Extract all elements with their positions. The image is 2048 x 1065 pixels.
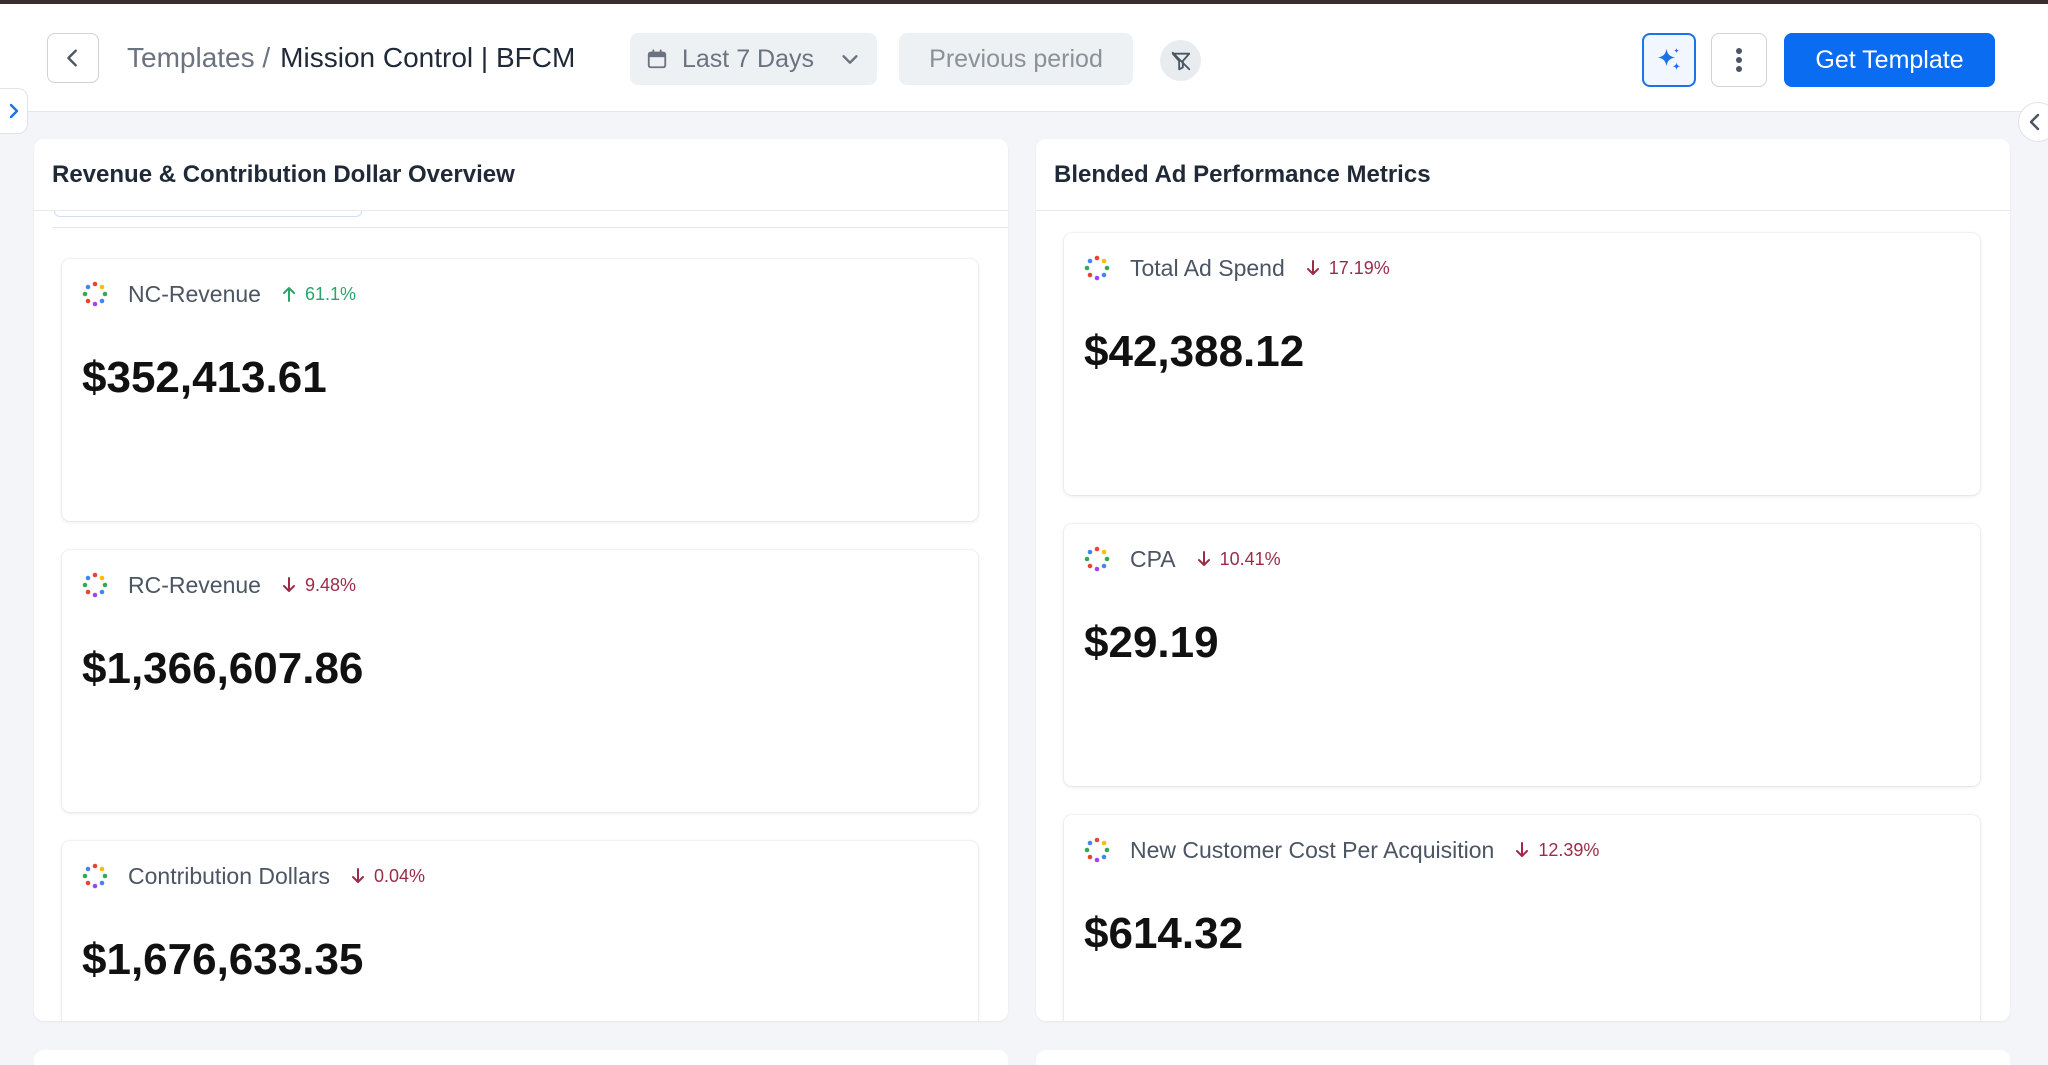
metric-label: RC-Revenue [128, 571, 261, 598]
metric-header: Total Ad Spend 17.19% [1084, 253, 1980, 283]
divider [52, 227, 1008, 228]
window-top-strip [0, 0, 2048, 4]
metric-delta-value: 61.1% [304, 283, 356, 304]
page-title: Mission Control | BFCM [280, 42, 576, 73]
next-panel-left-edge [34, 1050, 1008, 1065]
metric-delta: 9.48% [281, 575, 356, 596]
metric-delta-value: 10.41% [1219, 548, 1281, 569]
revenue-contribution-panel: Revenue & Contribution Dollar Overview N… [34, 139, 1008, 1021]
breadcrumb: Templates / Mission Control | BFCM [127, 42, 575, 74]
metric-label: Total Ad Spend [1130, 254, 1285, 281]
ai-assistant-button[interactable] [1642, 33, 1696, 87]
date-range-dropdown[interactable]: Last 7 Days [630, 33, 877, 85]
metric-card-total-ad-spend[interactable]: Total Ad Spend 17.19% $42,388.12 [1064, 233, 1980, 495]
metric-label: Contribution Dollars [128, 862, 330, 889]
metric-delta: 17.19% [1305, 258, 1390, 279]
metric-delta-value: 0.04% [373, 865, 426, 886]
loading-spinner-icon [82, 281, 108, 307]
metric-card-contribution-dollars[interactable]: Contribution Dollars 0.04% $1,676,633.35 [62, 841, 978, 1021]
metric-delta-value: 12.39% [1538, 839, 1600, 860]
metric-value: $1,366,607.86 [82, 644, 364, 693]
loading-spinner-icon [82, 863, 108, 889]
blended-ad-performance-panel: Blended Ad Performance Metrics Total Ad … [1036, 139, 2010, 1021]
more-options-button[interactable] [1711, 33, 1767, 87]
metric-value: $29.19 [1084, 618, 1219, 667]
panel-title: Revenue & Contribution Dollar Overview [34, 139, 1008, 211]
arrow-down-icon [282, 577, 295, 592]
breadcrumb-templates-link[interactable]: Templates / [127, 42, 271, 73]
metric-value: $352,413.61 [82, 353, 327, 402]
arrow-up-icon [282, 287, 295, 302]
expand-right-panel-toggle[interactable] [2018, 102, 2048, 142]
arrow-down-icon [1516, 842, 1529, 857]
loading-spinner-icon [1084, 255, 1110, 281]
metric-value: $614.32 [1084, 909, 1244, 958]
metric-value: $1,676,633.35 [82, 935, 364, 984]
arrow-down-icon [1306, 260, 1319, 275]
metric-delta: 12.39% [1514, 840, 1599, 861]
metric-header: Contribution Dollars 0.04% [82, 861, 978, 891]
loading-spinner-icon [82, 572, 108, 598]
metric-header: New Customer Cost Per Acquisition 12.39% [1084, 835, 1980, 865]
filter-clear-icon [1171, 51, 1190, 70]
loading-spinner-icon [1084, 546, 1110, 572]
metric-label: NC-Revenue [128, 280, 261, 307]
more-vertical-icon [1736, 48, 1742, 72]
chevron-left-icon [2029, 113, 2040, 131]
metric-card-cpa[interactable]: CPA 10.41% $29.19 [1064, 524, 1980, 786]
metric-header: RC-Revenue 9.48% [82, 570, 978, 600]
metric-delta: 0.04% [350, 866, 425, 887]
chevron-right-icon [9, 103, 18, 119]
page-header: Templates / Mission Control | BFCM Last … [0, 4, 2048, 112]
metric-delta: 10.41% [1196, 549, 1281, 570]
date-range-label: Last 7 Days [682, 44, 815, 73]
sparkle-icon [1657, 48, 1681, 70]
expand-sidebar-toggle[interactable] [0, 88, 28, 134]
compare-period-button[interactable]: Previous period [899, 33, 1133, 85]
metric-card-new-customer-cpa[interactable]: New Customer Cost Per Acquisition 12.39%… [1064, 815, 1980, 1021]
arrow-down-icon [1197, 551, 1210, 566]
arrow-down-icon [351, 868, 364, 883]
calendar-icon [647, 49, 667, 69]
metric-delta-value: 17.19% [1328, 257, 1390, 278]
metric-label: New Customer Cost Per Acquisition [1130, 836, 1495, 863]
metric-header: CPA 10.41% [1084, 544, 1980, 574]
get-template-button[interactable]: Get Template [1784, 33, 1995, 87]
chevron-down-icon [839, 48, 861, 70]
metric-value: $42,388.12 [1084, 327, 1305, 376]
loading-spinner-icon [1084, 837, 1110, 863]
metric-delta-value: 9.48% [304, 574, 356, 595]
next-panel-right-edge [1036, 1050, 2010, 1065]
metric-header: NC-Revenue 61.1% [82, 279, 978, 309]
metric-card-nc-revenue[interactable]: NC-Revenue 61.1% $352,413.61 [62, 259, 978, 521]
metric-delta: 61.1% [281, 284, 356, 305]
metric-label: CPA [1130, 545, 1176, 572]
panel-title: Blended Ad Performance Metrics [1036, 139, 2010, 211]
back-button[interactable] [47, 33, 99, 83]
panel-tab-indicator [54, 211, 362, 217]
filter-button[interactable] [1160, 40, 1201, 81]
metric-card-rc-revenue[interactable]: RC-Revenue 9.48% $1,366,607.86 [62, 550, 978, 812]
chevron-left-icon [67, 49, 77, 67]
